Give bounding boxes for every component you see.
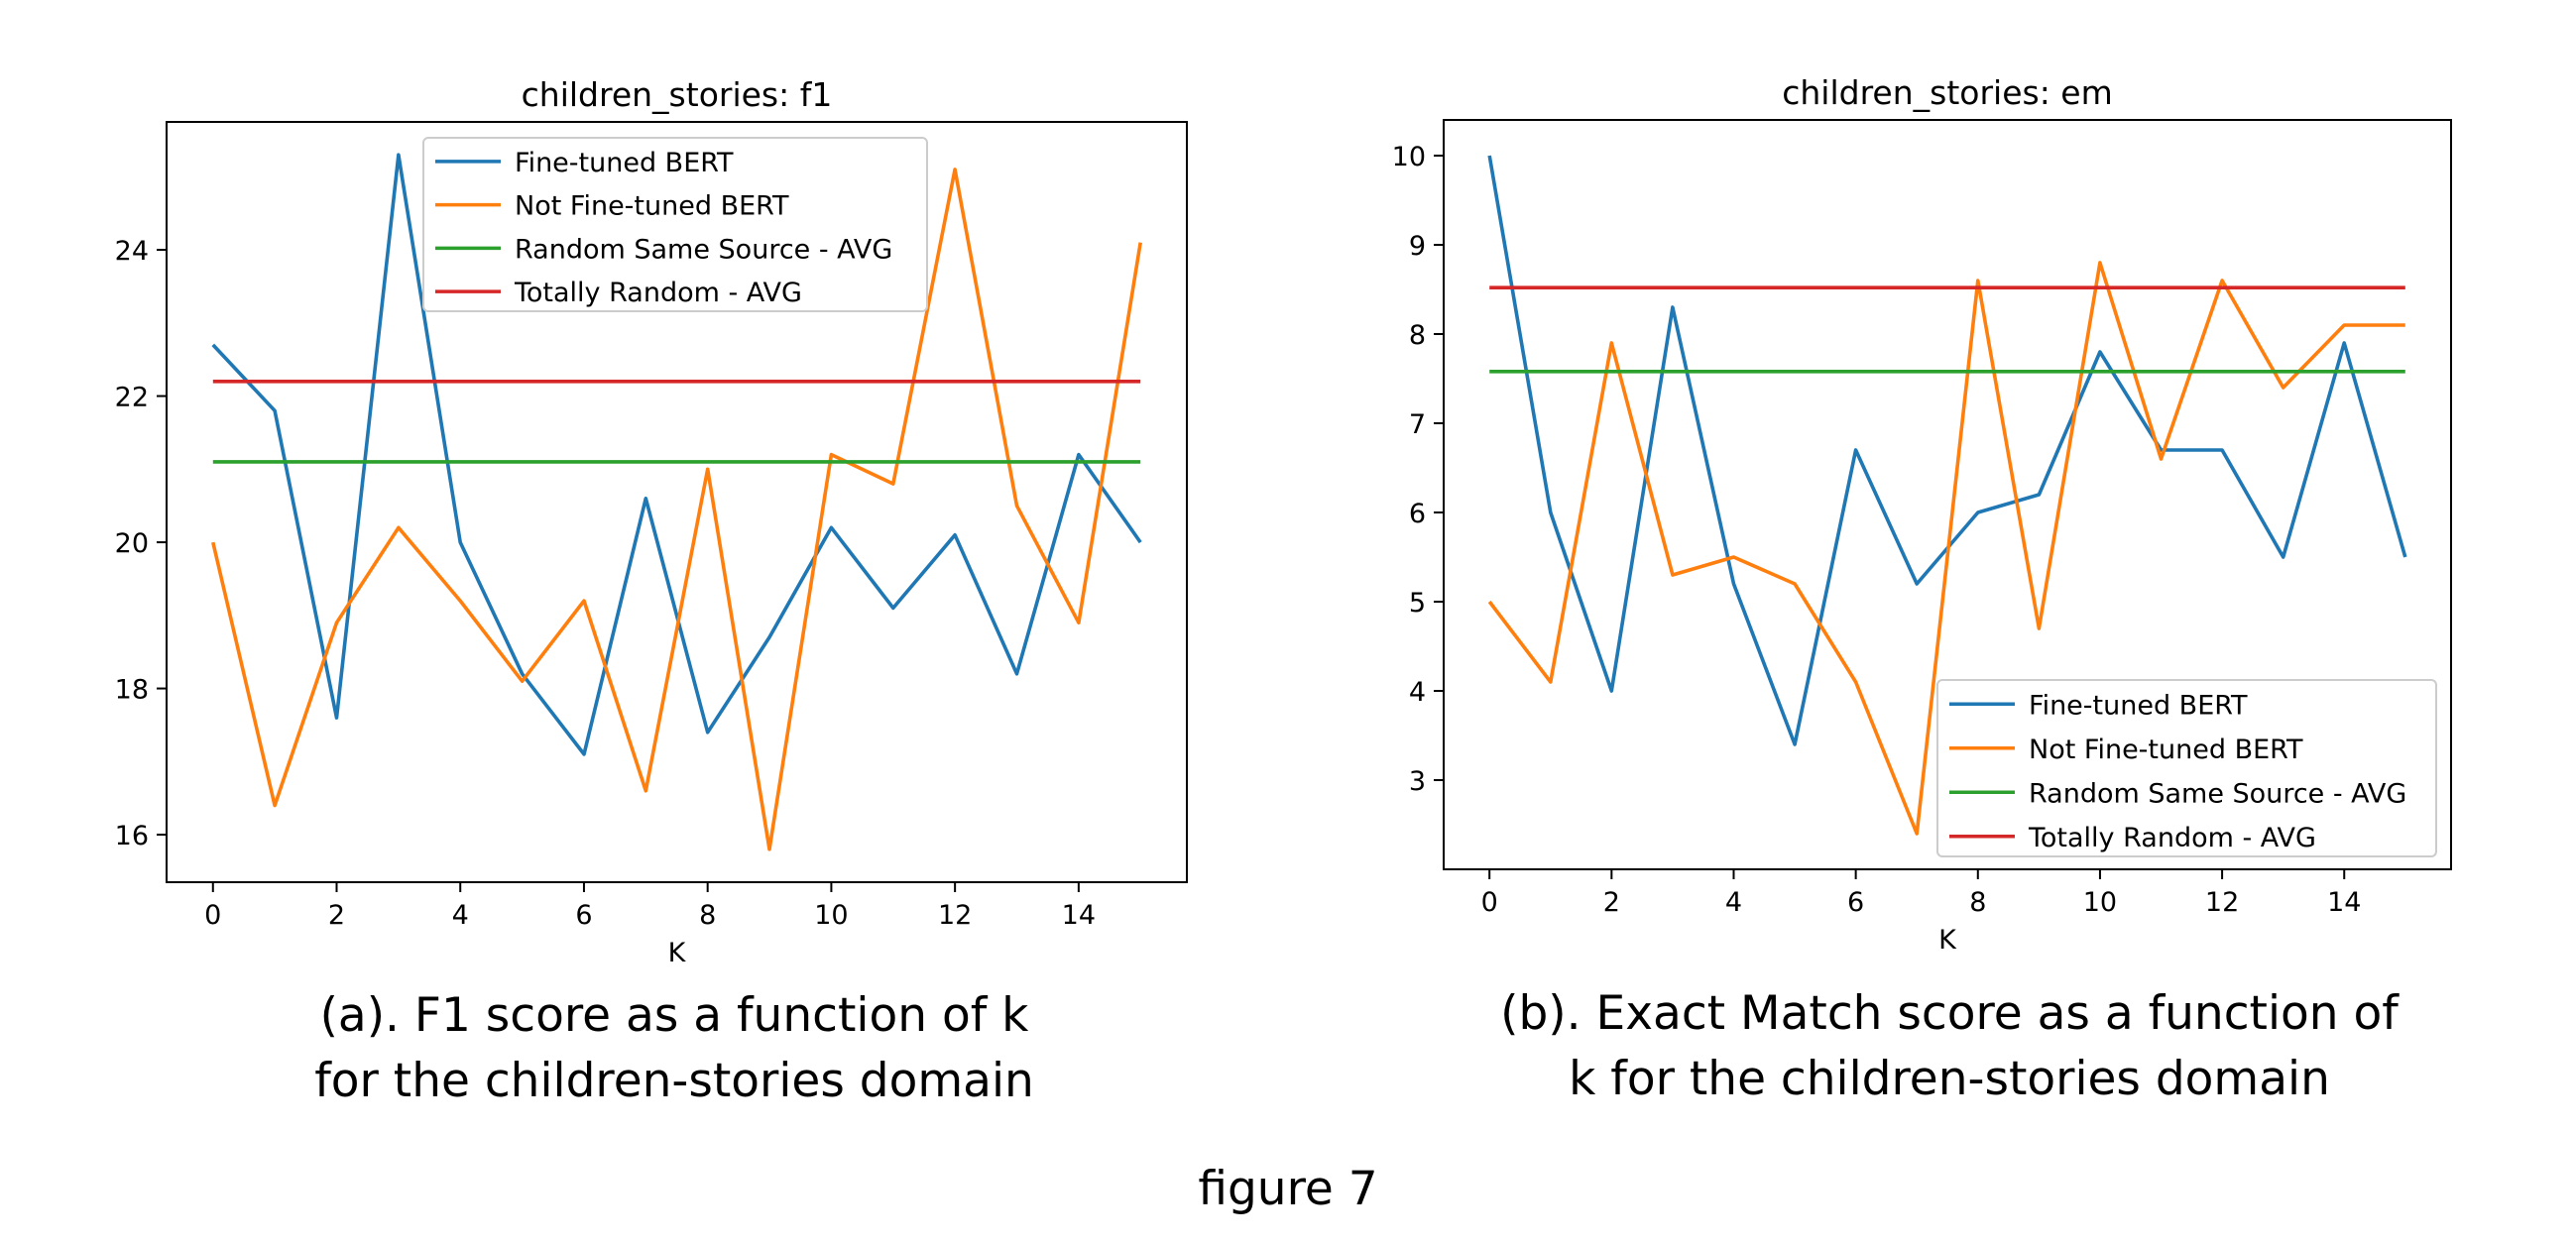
x-axis-label: K [1938, 925, 1957, 956]
y-tick-label: 22 [115, 383, 149, 413]
figure-label: figure 7 [1198, 1162, 1378, 1216]
x-tick-label: 2 [1603, 887, 1620, 918]
legend-entry: Fine-tuned BERT [2029, 690, 2248, 721]
y-tick-label: 18 [115, 675, 149, 706]
series-line-fine-tuned-bert [211, 153, 1142, 756]
legend: Fine-tuned BERT Not Fine-tuned BERT Random… [1936, 679, 2437, 857]
y-tick-label: 8 [1409, 320, 1426, 351]
x-tick-label: 14 [1062, 900, 1096, 931]
x-tick-label: 14 [2327, 887, 2361, 918]
caption-b-line2: k for the children-stories domain [1569, 1052, 2330, 1106]
chart-em: children_stories: em 0 2 4 6 8 10 12 14 3 4 5 6 7 8 9 10… [1392, 73, 2452, 956]
chart-title: children_stories: em [1782, 73, 2113, 112]
legend-box [1936, 679, 2437, 857]
x-tick-label: 4 [1725, 887, 1742, 918]
legend-box [422, 137, 928, 312]
legend-entry: Totally Random - AVG [514, 278, 802, 308]
chart-title: children_stories: f1 [522, 75, 833, 114]
y-tick-label: 24 [115, 236, 149, 267]
caption-a-line1: (a). F1 score as a function of k [319, 988, 1029, 1043]
y-tick-label: 16 [115, 821, 149, 851]
legend-entry: Totally Random - AVG [2028, 823, 2316, 853]
x-tick-label: 10 [814, 900, 848, 931]
x-tick-label: 6 [575, 900, 592, 931]
series-line-fine-tuned-bert [1487, 155, 2407, 746]
x-tick-label: 2 [328, 900, 345, 931]
x-tick-label: 0 [204, 900, 221, 931]
series-line-not-fine-tuned-bert [1487, 261, 2405, 836]
caption-b: (b). Exact Match score as a function of … [1354, 981, 2544, 1112]
legend-entry: Not Fine-tuned BERT [515, 191, 789, 222]
y-tick-label: 4 [1409, 677, 1426, 708]
caption-a: (a). F1 score as a function of k for the… [79, 983, 1269, 1114]
y-tick-label: 5 [1409, 588, 1426, 619]
x-tick-label: 0 [1481, 887, 1498, 918]
plot-frame [1443, 119, 2452, 870]
legend-entry: Fine-tuned BERT [515, 148, 734, 178]
y-tick-label: 9 [1409, 231, 1426, 262]
x-tick-label: 4 [452, 900, 469, 931]
legend: Fine-tuned BERT Not Fine-tuned BERT Random… [422, 137, 928, 312]
plot-frame [166, 121, 1188, 883]
x-tick-label: 12 [2205, 887, 2239, 918]
x-tick-label: 8 [699, 900, 716, 931]
x-tick-label: 8 [1969, 887, 1986, 918]
y-tick-label: 6 [1409, 499, 1426, 529]
x-axis-label: K [668, 938, 687, 968]
y-tick-label: 10 [1392, 142, 1426, 172]
chart-f1: children_stories: f10 2 4 6 8 10 12 14161820222… [115, 75, 1188, 968]
y-tick-label: 7 [1409, 409, 1426, 440]
x-tick-label: 6 [1847, 887, 1864, 918]
x-tick-label: 12 [938, 900, 972, 931]
x-tick-label: 10 [2083, 887, 2117, 918]
legend-entry: Random Same Source - AVG [515, 234, 892, 265]
y-tick-label: 3 [1409, 766, 1426, 797]
legend-entry: Random Same Source - AVG [2029, 778, 2406, 809]
caption-b-line1: (b). Exact Match score as a function of [1500, 986, 2399, 1041]
caption-a-line2: for the children-stories domain [314, 1054, 1034, 1108]
y-tick-label: 20 [115, 528, 149, 559]
legend-entry: Not Fine-tuned BERT [2029, 735, 2303, 765]
series-line-not-fine-tuned-bert [211, 168, 1142, 851]
